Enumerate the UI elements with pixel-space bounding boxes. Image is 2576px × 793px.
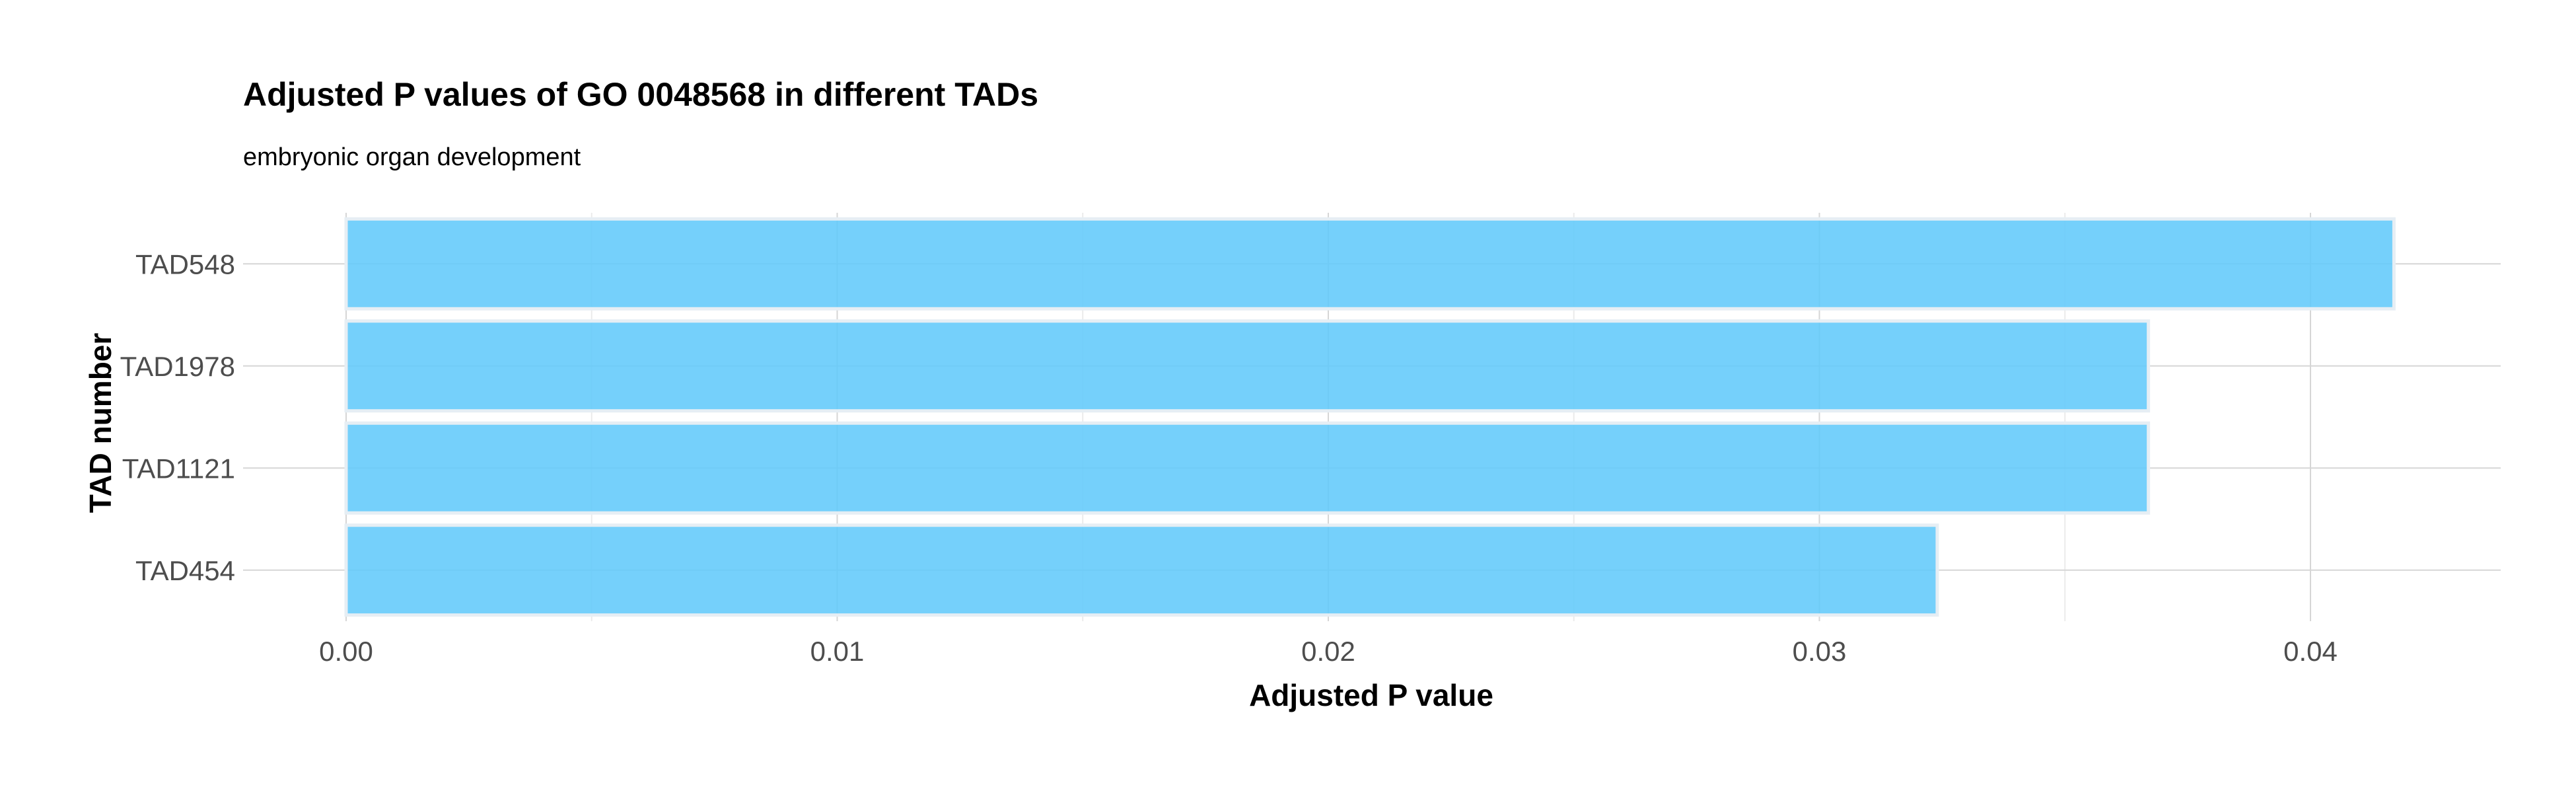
x-tick-label: 0.04 [2283, 636, 2338, 667]
x-tick-label: 0.00 [319, 636, 373, 667]
bar-tad1978 [344, 319, 2151, 413]
bar-tad1121 [344, 421, 2151, 515]
y-tick-label: TAD1978 [120, 351, 235, 382]
bars [344, 217, 2396, 617]
bar-tad548 [344, 217, 2396, 311]
y-axis-title: TAD number [83, 333, 118, 513]
bar-tad454 [344, 523, 1939, 617]
x-tick-label: 0.02 [1301, 636, 1355, 667]
x-axis-title: Adjusted P value [1249, 678, 1493, 712]
x-axis-ticks: 0.00 0.01 0.02 0.03 0.04 [319, 636, 2338, 667]
y-tick-label: TAD454 [135, 555, 235, 586]
chart-subtitle: embryonic organ development [243, 143, 581, 171]
x-tick-label: 0.03 [1793, 636, 1847, 667]
x-tick-label: 0.01 [810, 636, 865, 667]
chart-title: Adjusted P values of GO 0048568 in diffe… [243, 76, 1038, 113]
y-axis-ticks: TAD548 TAD1978 TAD1121 TAD454 [120, 248, 235, 586]
y-tick-label: TAD548 [135, 248, 235, 280]
y-tick-label: TAD1121 [122, 453, 235, 484]
